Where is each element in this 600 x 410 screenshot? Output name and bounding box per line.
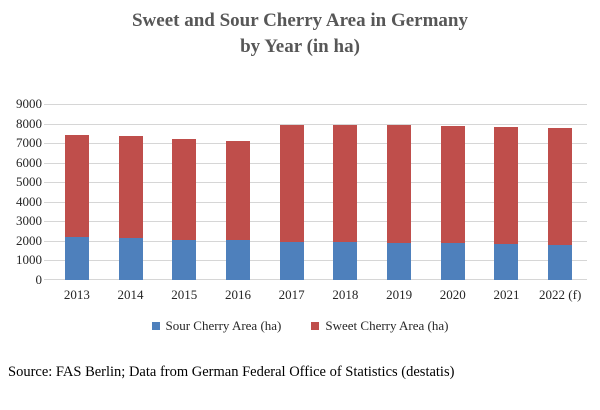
- chart-title-line2: by Year (in ha): [240, 36, 360, 57]
- y-axis-label: 6000: [16, 154, 42, 170]
- bar-segment: [225, 141, 250, 241]
- x-axis-label: 2015: [171, 287, 198, 302]
- y-axis-label: 1000: [16, 252, 42, 268]
- bar-segment: [494, 127, 519, 245]
- y-axis-label: 3000: [16, 213, 42, 229]
- gridline: [44, 279, 587, 280]
- bar-2017: [279, 124, 304, 280]
- legend-label: Sweet Cherry Area (ha): [325, 318, 449, 333]
- bar-slot: [426, 104, 480, 280]
- x-axis-label: 2013: [63, 287, 90, 302]
- bar-2013: [64, 135, 89, 280]
- bar-segment: [387, 124, 412, 243]
- legend-item: Sour Cherry Area (ha): [151, 318, 282, 334]
- bar-slot: [480, 104, 534, 280]
- bar-2021: [494, 127, 519, 280]
- bar-segment: [64, 237, 89, 280]
- bar-segment: [172, 139, 197, 240]
- bar-segment: [118, 136, 143, 239]
- bar-2018: [333, 124, 358, 280]
- bar-2015: [172, 139, 197, 280]
- gridline: [44, 201, 587, 203]
- gridline: [44, 162, 587, 164]
- bar-slot: [211, 104, 265, 280]
- bar-segment: [333, 124, 358, 243]
- chart-title-line1: Sweet and Sour Cherry Area in Germany: [131, 10, 468, 31]
- bar-2014: [118, 136, 143, 280]
- bar-segment: [279, 124, 304, 243]
- x-axis-label: 2020: [439, 287, 466, 302]
- bar-segment: [118, 238, 143, 280]
- gridline: [44, 260, 587, 262]
- bar-segment: [387, 242, 412, 280]
- bar-segment: [333, 242, 358, 280]
- y-axis-label: 0: [35, 272, 43, 287]
- gridline: [44, 104, 587, 105]
- bar-2020: [440, 125, 465, 280]
- legend-swatch: [151, 322, 160, 330]
- bar-2016: [225, 141, 250, 280]
- bar-slot: [319, 104, 373, 280]
- bar-slot: [50, 104, 104, 280]
- bar-slot: [372, 104, 426, 280]
- bar-segment: [64, 135, 89, 238]
- bar-segment: [548, 127, 573, 245]
- x-axis-label: 2022 (f): [539, 287, 582, 302]
- x-axis-label: 2014: [117, 287, 144, 302]
- bar-segment: [494, 244, 519, 280]
- bar-slot: [104, 104, 158, 280]
- bar-slot: [157, 104, 211, 280]
- y-axis-label: 7000: [16, 135, 42, 151]
- gridline: [44, 182, 587, 184]
- x-axis-label: 2016: [224, 287, 251, 302]
- plot-area: [44, 104, 587, 280]
- gridline: [44, 123, 587, 125]
- legend: Sour Cherry Area (ha) Sweet Cherry Area (…: [0, 318, 600, 334]
- gridline: [44, 221, 587, 223]
- bar-2022f: [548, 127, 573, 280]
- y-axis-label: 4000: [16, 193, 42, 209]
- gridline: [44, 143, 587, 145]
- x-axis-label: 2017: [278, 287, 305, 302]
- bar-2019: [387, 124, 412, 280]
- bar-segment: [548, 244, 573, 280]
- y-axis-label: 8000: [16, 115, 42, 131]
- y-axis-label: 5000: [16, 174, 42, 190]
- bar-slot: [265, 104, 319, 280]
- y-axis-label: 9000: [16, 96, 42, 111]
- x-axis-label: 2019: [386, 287, 413, 302]
- bar-segment: [225, 240, 250, 280]
- y-axis-label: 2000: [16, 232, 42, 248]
- source-text: Source: FAS Berlin; Data from German Fed…: [8, 364, 455, 380]
- gridline: [44, 240, 587, 242]
- y-axis-labels: 0 1000 2000 3000 4000 5000 6000 7000 8000 9000: [0, 96, 42, 287]
- bar-segment: [172, 239, 197, 280]
- bar-segment: [440, 242, 465, 280]
- legend-item: Sweet Cherry Area (ha): [311, 318, 448, 334]
- bars-layer: [50, 104, 587, 280]
- bar-segment: [440, 125, 465, 243]
- legend-swatch: [311, 322, 320, 330]
- x-axis-label: 2021: [493, 287, 520, 302]
- legend-label: Sour Cherry Area (ha): [165, 318, 282, 333]
- x-axis-labels: 2013 2014 2015 2016 2017 2018 2019 2020 2021 2022…: [50, 287, 587, 303]
- chart-title: Sweet and Sour Cherry Area in Germany by…: [0, 8, 600, 60]
- bar-segment: [279, 242, 304, 280]
- x-axis-label: 2018: [332, 287, 359, 302]
- bar-slot: [533, 104, 587, 280]
